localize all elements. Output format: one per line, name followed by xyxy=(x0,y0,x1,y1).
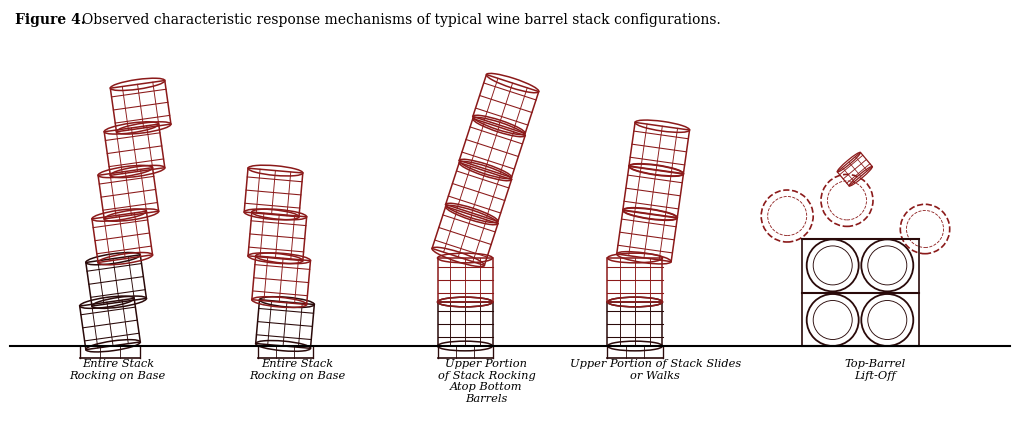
Bar xyxy=(252,256,310,304)
Bar xyxy=(629,123,689,174)
Text: Observed characteristic response mechanisms of typical wine barrel stack configu: Observed characteristic response mechani… xyxy=(82,13,721,27)
Bar xyxy=(98,168,159,219)
Bar xyxy=(838,153,872,186)
Bar xyxy=(616,210,677,262)
Bar xyxy=(432,206,498,265)
Bar xyxy=(607,258,663,302)
Bar xyxy=(256,300,314,348)
Bar xyxy=(80,299,140,350)
Bar xyxy=(86,255,146,306)
Bar xyxy=(459,119,525,177)
Text: Top-Barrel
Lift-Off: Top-Barrel Lift-Off xyxy=(845,359,906,381)
Bar xyxy=(111,81,171,132)
Bar xyxy=(473,75,539,134)
Text: Entire Stack
Rocking on Base: Entire Stack Rocking on Base xyxy=(249,359,345,381)
Bar xyxy=(445,163,512,221)
Bar xyxy=(437,302,493,346)
Text: Figure 4.: Figure 4. xyxy=(15,13,86,27)
Bar xyxy=(623,166,683,217)
Bar xyxy=(437,258,493,302)
Text: Upper Portion
of Stack Rocking
Atop Bottom
Barrels: Upper Portion of Stack Rocking Atop Bott… xyxy=(437,359,536,404)
Bar xyxy=(607,302,663,346)
Bar xyxy=(92,211,153,262)
Text: Entire Stack
Rocking on Base: Entire Stack Rocking on Base xyxy=(70,359,166,381)
Bar xyxy=(248,212,306,261)
Text: Upper Portion of Stack Slides
or Walks: Upper Portion of Stack Slides or Walks xyxy=(569,359,741,381)
Bar xyxy=(104,124,165,176)
Bar xyxy=(244,168,303,217)
